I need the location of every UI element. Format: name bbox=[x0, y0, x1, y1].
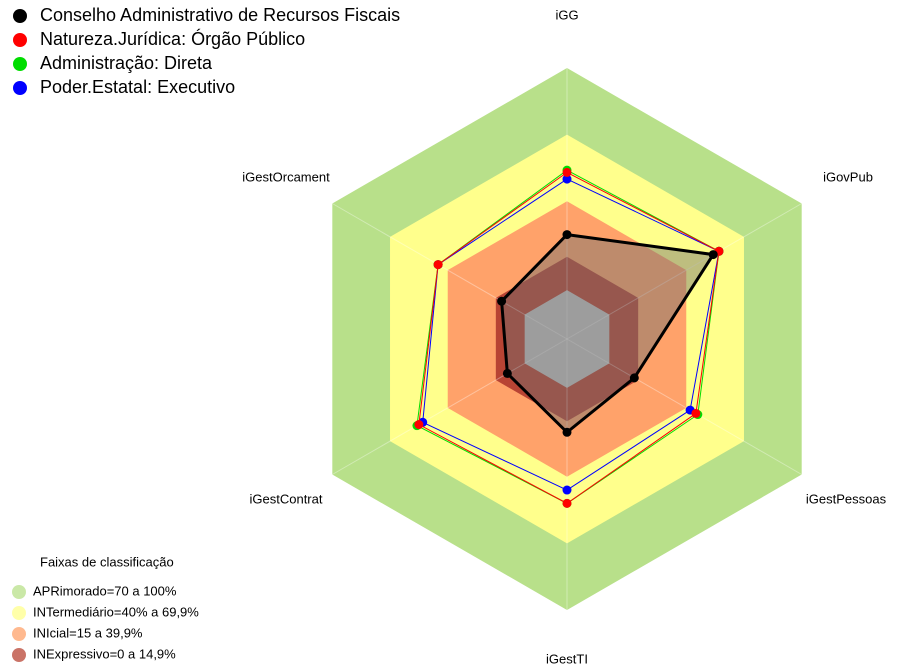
spoke bbox=[332, 203, 568, 340]
band-legend-label: INExpressivo=0 a 14,9% bbox=[33, 646, 176, 661]
series-point bbox=[562, 167, 572, 177]
series-point bbox=[691, 408, 701, 418]
series-point bbox=[497, 296, 507, 306]
legend-label: Natureza.Jurídica: Órgão Público bbox=[40, 28, 305, 49]
legend-label: Administração: Direta bbox=[40, 53, 213, 73]
legend-marker bbox=[13, 57, 27, 71]
series-point bbox=[562, 230, 572, 240]
axis-label: iGestTI bbox=[546, 651, 588, 666]
series-point bbox=[562, 174, 572, 184]
band-legend-label: APRimorado=70 a 100% bbox=[33, 583, 177, 598]
series-point bbox=[502, 368, 512, 378]
spoke bbox=[566, 338, 802, 475]
series-point bbox=[414, 420, 424, 430]
axis-label: iGestOrcament bbox=[242, 169, 330, 184]
band-legend-label: INIcial=15 a 39,9% bbox=[33, 625, 143, 640]
series-point bbox=[433, 260, 443, 270]
axis-label: iGovPub bbox=[823, 169, 873, 184]
legend-label: Conselho Administrativo de Recursos Fisc… bbox=[40, 5, 400, 25]
bands-title: Faixas de classificação bbox=[40, 554, 174, 569]
series-point bbox=[562, 427, 572, 437]
spoke bbox=[332, 338, 568, 475]
axis-label: iGestPessoas bbox=[806, 491, 887, 506]
axis-label: iGG bbox=[555, 7, 578, 22]
band-legend-marker bbox=[12, 627, 26, 641]
spoke bbox=[566, 203, 802, 340]
axis-label: iGestContrat bbox=[250, 491, 323, 506]
series-point bbox=[629, 373, 639, 383]
legend-marker bbox=[13, 81, 27, 95]
band-legend-marker bbox=[12, 606, 26, 620]
band-legend-marker bbox=[12, 648, 26, 662]
band-legend-marker bbox=[12, 585, 26, 599]
legend-label: Poder.Estatal: Executivo bbox=[40, 77, 235, 97]
series-point bbox=[562, 498, 572, 508]
series-point bbox=[562, 485, 572, 495]
series-point bbox=[708, 250, 718, 260]
center-hole bbox=[524, 290, 610, 388]
legend-marker bbox=[13, 9, 27, 23]
band-legend-label: INTermediário=40% a 69,9% bbox=[33, 604, 199, 619]
legend-marker bbox=[13, 33, 27, 47]
